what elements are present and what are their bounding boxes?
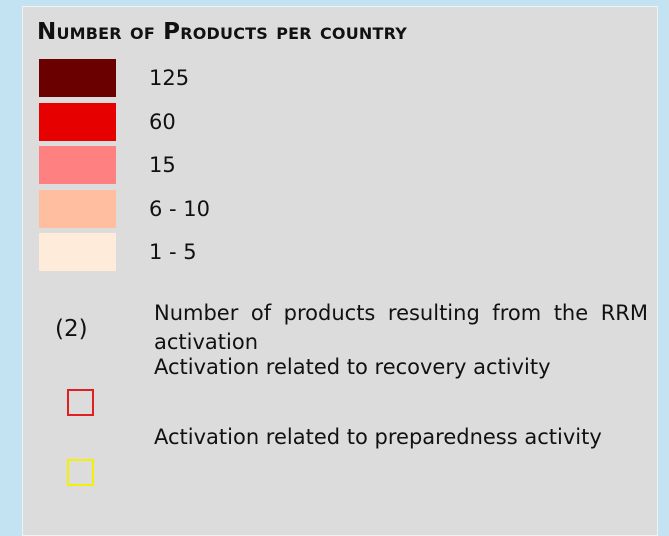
legend-title: Number of Products per country xyxy=(37,19,408,45)
class-label: 60 xyxy=(149,109,176,134)
color-swatch xyxy=(39,189,116,228)
item-label: Activation related to preparedness activ… xyxy=(154,425,602,449)
class-label: 125 xyxy=(149,66,190,90)
color-swatch xyxy=(39,146,116,184)
legend-panel: Number of Products per country 125 60 15 6 … xyxy=(22,6,658,536)
symbol-box xyxy=(67,389,94,416)
class-label: 15 xyxy=(149,153,176,177)
color-swatch xyxy=(39,59,116,97)
class-label: 1 - 5 xyxy=(149,240,197,264)
item-label: Activation related to recovery activity xyxy=(154,355,551,379)
color-swatch xyxy=(39,233,116,271)
symbol-box xyxy=(67,459,94,486)
class-label: 6 - 10 xyxy=(149,196,211,221)
item-label: Number of products resulting from the RR… xyxy=(154,301,648,354)
color-swatch xyxy=(39,102,116,141)
symbol-label: (2) xyxy=(55,316,88,342)
